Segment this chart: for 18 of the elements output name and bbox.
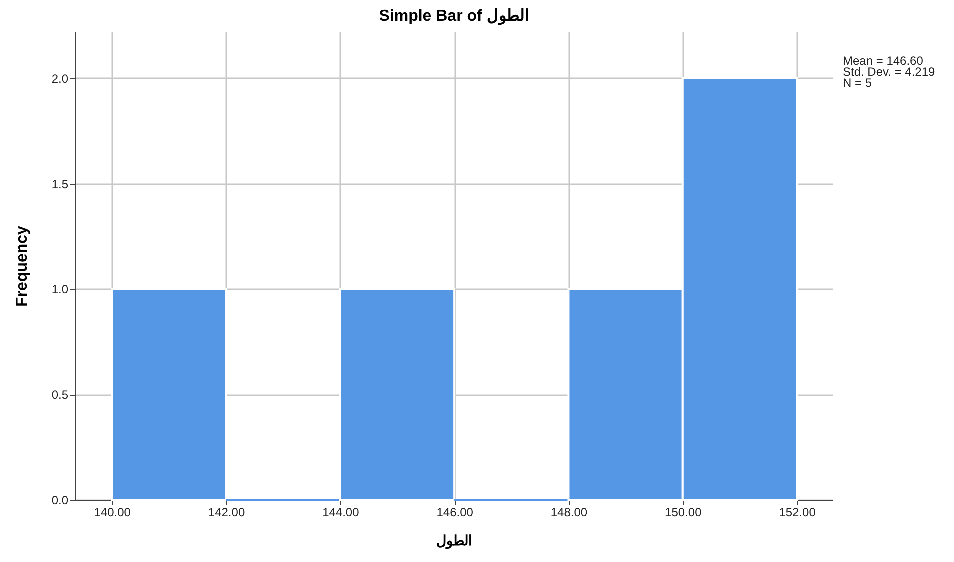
x-tick-label: 148.00 <box>550 506 588 520</box>
x-tick-label: 146.00 <box>436 506 474 520</box>
text: Mean = 146.60 <box>843 54 924 68</box>
y-axis-title: Frequency <box>14 226 31 307</box>
y-tick-label: 0.0 <box>52 494 69 508</box>
x-axis-title: الطول <box>436 532 472 550</box>
x-tick-label: 150.00 <box>665 506 702 520</box>
x-tick-label: 140.00 <box>94 506 132 520</box>
x-tick-label: 144.00 <box>322 506 360 520</box>
text: Std. Dev. = 4.219 <box>843 65 936 79</box>
x-tick-label: 142.00 <box>208 506 246 520</box>
y-tick-label: 2.0 <box>52 72 69 86</box>
text: N = 5 <box>843 76 872 90</box>
y-tick-label: 1.0 <box>52 282 69 297</box>
chart-title: Simple Bar of الطول <box>379 8 529 26</box>
y-tick-label: 1.5 <box>52 177 69 192</box>
y-tick-label: 0.5 <box>52 388 69 402</box>
x-tick-label: 152.00 <box>779 506 816 520</box>
